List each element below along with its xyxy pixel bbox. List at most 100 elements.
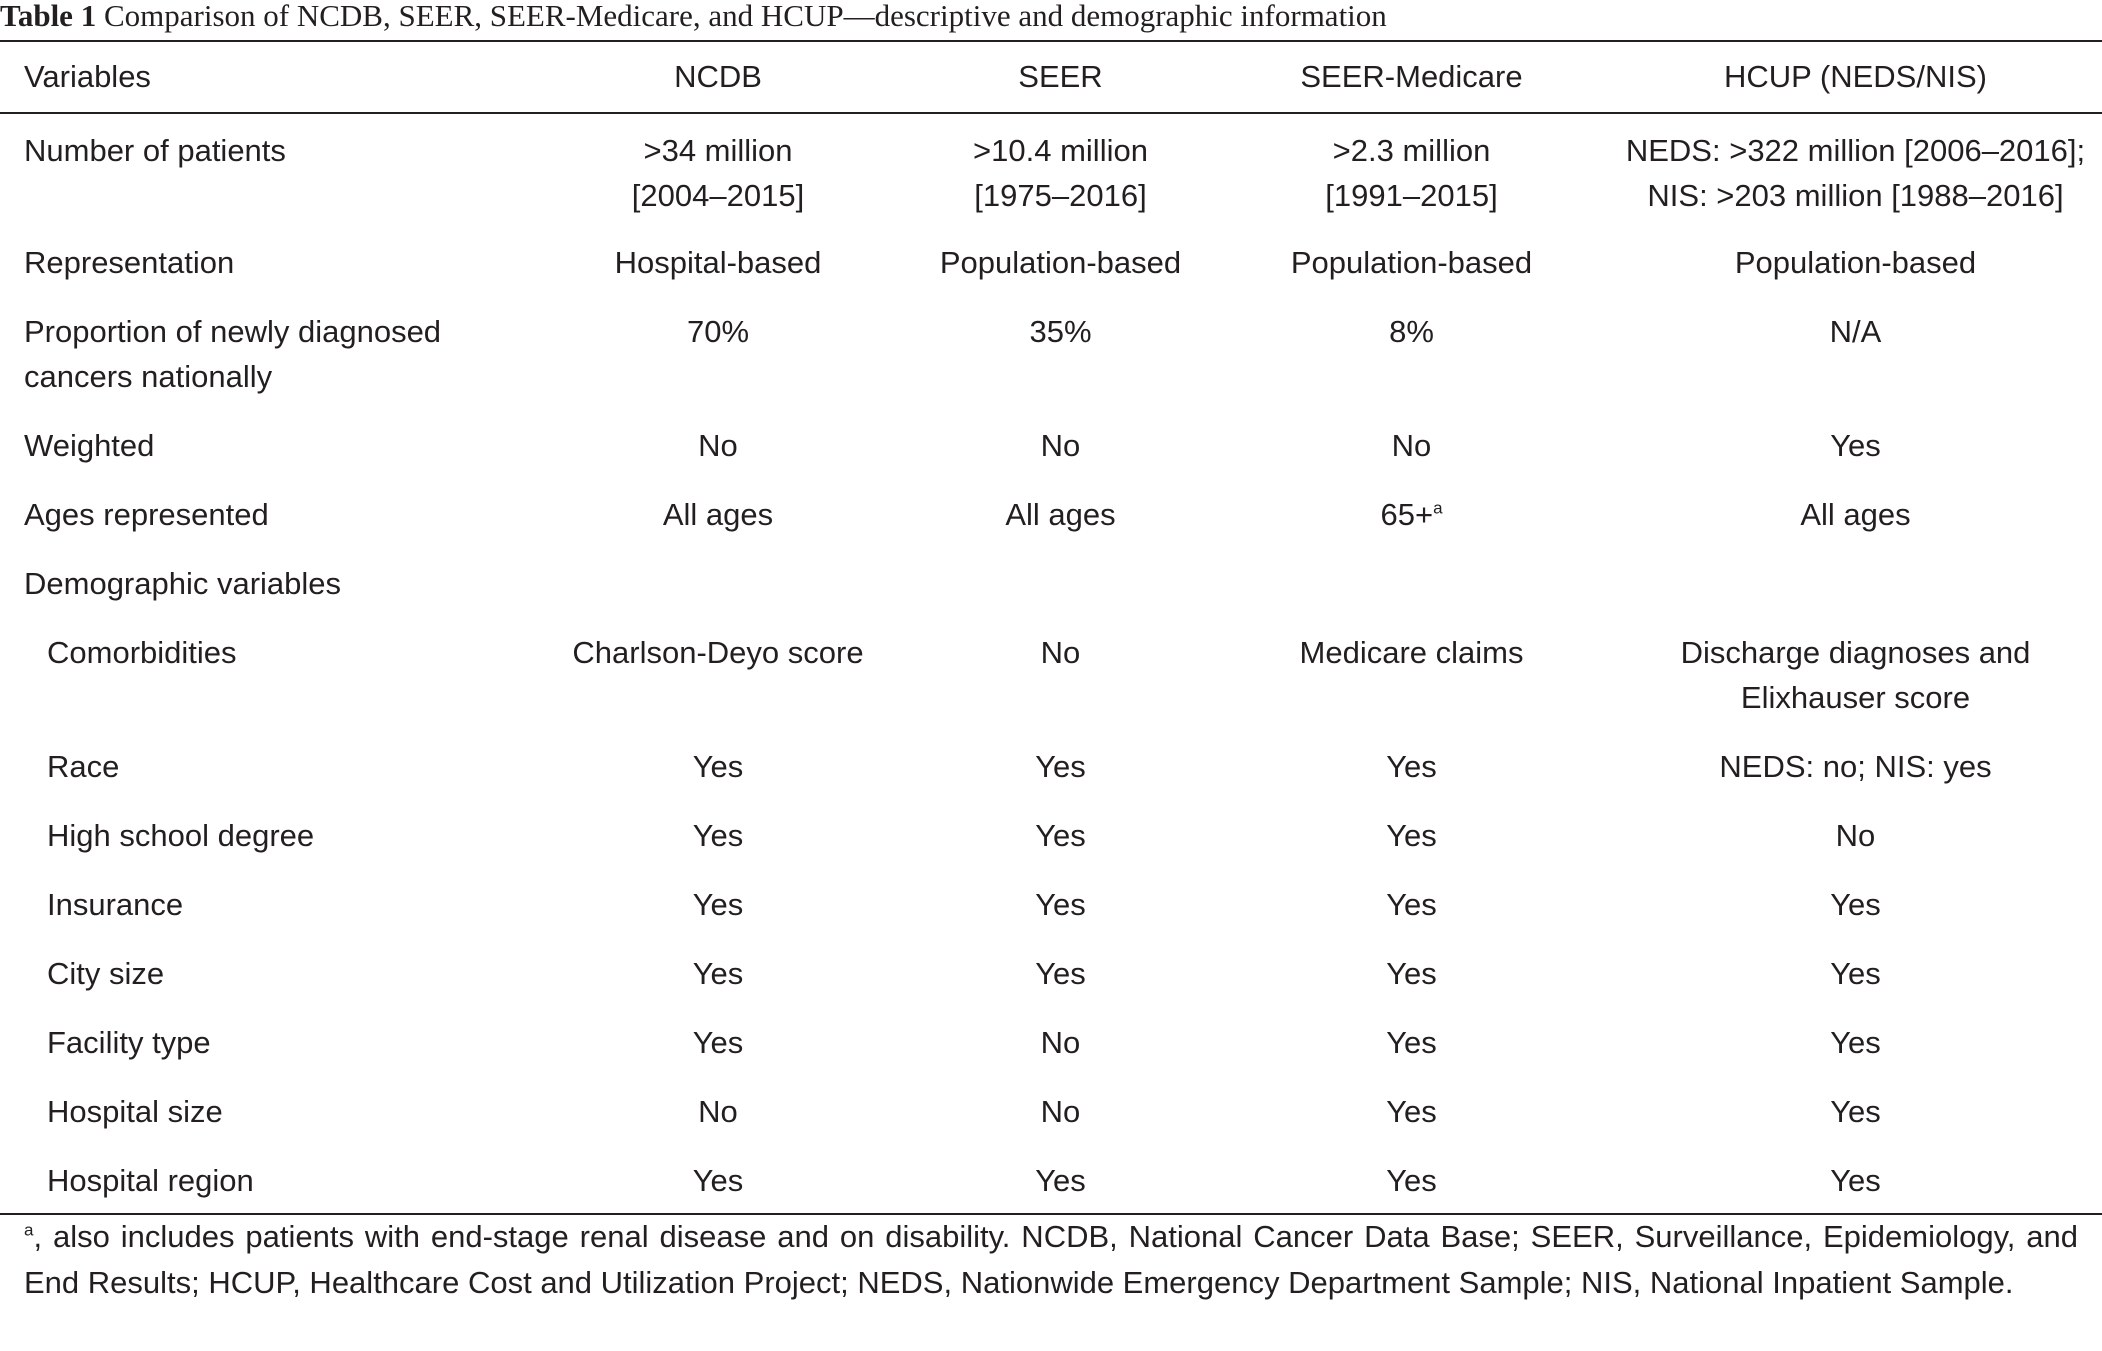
cell-hcup-text: Population-based (1734, 245, 1977, 280)
cell-seer-medicare: 8% (1214, 296, 1609, 410)
cell-variable-text: High school degree (47, 818, 315, 853)
table-row: Representation Hospital-based Population-b… (0, 227, 2102, 296)
cell-hcup: Discharge diagnoses and Elixhauser score (1609, 617, 2102, 731)
cell-ncdb-text: 70% (686, 314, 750, 349)
table-footnote: a, also includes patients with end-stage… (24, 1214, 2078, 1306)
table-row: Hospital size No No Yes Yes (0, 1076, 2102, 1145)
cell-seer: No (907, 1007, 1214, 1076)
cell-ncdb-text: No (698, 428, 738, 463)
cell-hcup-text: Yes (1830, 887, 1881, 922)
cell-variable: Facility type (0, 1007, 529, 1076)
cell-hcup-text: NEDS: no; NIS: yes (1719, 749, 1992, 784)
cell-variable-text: City size (47, 956, 165, 991)
cell-seer (907, 548, 1214, 617)
cell-seer-text: All ages (1005, 497, 1116, 532)
comparison-table: Variables NCDB SEER SEER-Medicare HCUP (… (0, 40, 2102, 1215)
column-header-seer-medicare: SEER-Medicare (1214, 40, 1609, 114)
cell-ncdb: Hospital-based (529, 227, 907, 296)
cell-seer-medicare-text: No (1391, 428, 1432, 463)
cell-variable: Weighted (0, 410, 529, 479)
cell-seer-medicare: Population-based (1214, 227, 1609, 296)
cell-hcup-text: Yes (1830, 1025, 1881, 1060)
cell-variable: Hospital size (0, 1076, 529, 1145)
footnote-text: , also includes patients with end-stage … (24, 1219, 2078, 1300)
cell-ncdb-text: Hospital-based (614, 245, 822, 280)
cell-hcup: Population-based (1609, 227, 2102, 296)
cell-ncdb: No (529, 1076, 907, 1145)
column-header-variables: Variables (0, 40, 529, 114)
cell-ncdb (529, 548, 907, 617)
cell-hcup: Yes (1609, 1145, 2102, 1215)
cell-hcup: N/A (1609, 296, 2102, 410)
table-caption: Table 1 Comparison of NCDB, SEER, SEER-M… (0, 0, 1387, 40)
table-row: Weighted No No No Yes (0, 410, 2102, 479)
table-header-row: Variables NCDB SEER SEER-Medicare HCUP (… (0, 40, 2102, 114)
cell-seer-text: Yes (1035, 956, 1086, 991)
cell-ncdb: Yes (529, 1145, 907, 1215)
cell-variable: Race (0, 731, 529, 800)
cell-seer: >10.4 million [1975–2016] (907, 113, 1214, 227)
cell-seer-text: 35% (1029, 314, 1092, 349)
cell-seer-text: Yes (1035, 818, 1086, 853)
cell-variable-text: Hospital region (47, 1163, 254, 1198)
cell-variable-text: Race (47, 749, 120, 784)
cell-hcup: NEDS: >322 million [2006–2016]; NIS: >20… (1609, 113, 2102, 227)
cell-ncdb: Yes (529, 1007, 907, 1076)
cell-variable-text: Comorbidities (47, 635, 237, 670)
cell-variable-text: Facility type (47, 1025, 211, 1060)
cell-variable: Hospital region (0, 1145, 529, 1215)
table-row: Hospital region Yes Yes Yes Yes (0, 1145, 2102, 1215)
cell-ncdb-text: Yes (692, 749, 744, 784)
cell-seer-medicare: Yes (1214, 731, 1609, 800)
cell-seer-text: No (1040, 1094, 1081, 1129)
table-title: Comparison of NCDB, SEER, SEER-Medicare,… (103, 0, 1387, 33)
cell-seer-medicare: Yes (1214, 869, 1609, 938)
cell-hcup: No (1609, 800, 2102, 869)
cell-seer: No (907, 1076, 1214, 1145)
cell-hcup: Yes (1609, 410, 2102, 479)
cell-seer-text: Population-based (939, 245, 1182, 280)
cell-seer-text: Yes (1035, 1163, 1086, 1198)
cell-seer-text: No (1040, 1025, 1081, 1060)
cell-hcup (1609, 548, 2102, 617)
cell-hcup: Yes (1609, 1076, 2102, 1145)
cell-seer-medicare-text: Yes (1386, 1025, 1437, 1060)
column-header-hcup: HCUP (NEDS/NIS) (1609, 40, 2102, 114)
cell-ncdb: 70% (529, 296, 907, 410)
cell-ncdb-text: No (698, 1094, 738, 1129)
table-row: Number of patients >34 million [2004–2015… (0, 113, 2102, 227)
cell-seer: Yes (907, 869, 1214, 938)
cell-seer-medicare: Yes (1214, 938, 1609, 1007)
cell-seer-medicare: Yes (1214, 1076, 1609, 1145)
cell-hcup-text: No (1835, 818, 1876, 853)
cell-seer: All ages (907, 479, 1214, 548)
cell-hcup: Yes (1609, 938, 2102, 1007)
table-body: Number of patients >34 million [2004–2015… (0, 113, 2102, 1215)
cell-seer-medicare-text: Population-based (1290, 245, 1533, 280)
cell-hcup: All ages (1609, 479, 2102, 548)
cell-ncdb-text: Yes (692, 887, 744, 922)
cell-seer-medicare: Medicare claims (1214, 617, 1609, 731)
cell-variable: High school degree (0, 800, 529, 869)
table-row: Race Yes Yes Yes NEDS: no; NIS: yes (0, 731, 2102, 800)
cell-hcup: Yes (1609, 1007, 2102, 1076)
cell-seer-medicare-text: 8% (1389, 314, 1434, 349)
cell-variable: Representation (0, 227, 529, 296)
table-label: Table 1 (0, 0, 97, 33)
cell-ncdb-text: All ages (662, 497, 774, 532)
cell-hcup-text: Yes (1830, 956, 1881, 991)
cell-hcup-text: Yes (1830, 1163, 1881, 1198)
cell-variable-text: Weighted (24, 428, 155, 463)
table-row: Insurance Yes Yes Yes Yes (0, 869, 2102, 938)
cell-hcup-text: Discharge diagnoses and Elixhauser score (1680, 635, 2031, 715)
table-row: Ages represented All ages All ages 65+a All … (0, 479, 2102, 548)
cell-variable-text: Ages represented (24, 497, 269, 532)
cell-variable: Number of patients (0, 113, 529, 227)
cell-hcup-text: All ages (1800, 497, 1911, 532)
cell-hcup: NEDS: no; NIS: yes (1609, 731, 2102, 800)
cell-variable: Demographic variables (0, 548, 529, 617)
cell-seer-medicare-text: >2.3 million [1991–2015] (1325, 133, 1498, 213)
cell-hcup-text: NEDS: >322 million [2006–2016]; NIS: >20… (1625, 133, 2086, 213)
cell-variable: City size (0, 938, 529, 1007)
